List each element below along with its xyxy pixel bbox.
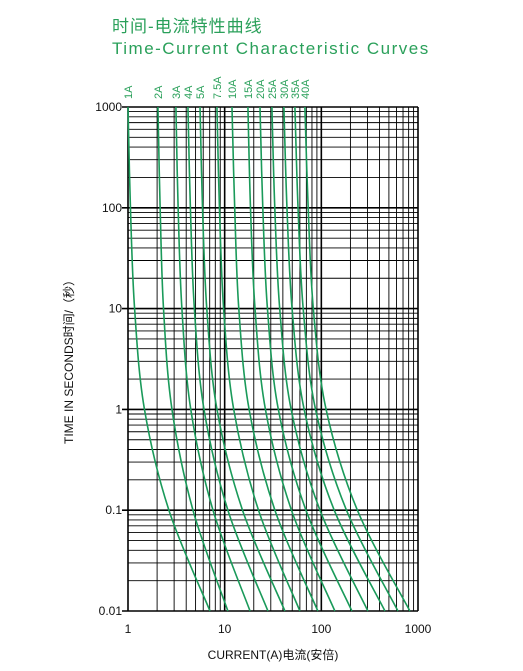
curve xyxy=(216,106,301,612)
curve xyxy=(175,106,251,612)
x-tick-label: 1 xyxy=(125,622,132,636)
legend-label: 4A xyxy=(183,85,195,99)
y-tick-label: 1000 xyxy=(95,100,122,114)
y-tick-label: 10 xyxy=(109,302,123,316)
curve xyxy=(157,106,229,612)
y-tick-label: 1 xyxy=(115,402,122,416)
x-tick-label: 100 xyxy=(311,622,331,636)
curve xyxy=(294,106,399,612)
curve xyxy=(271,106,369,612)
y-tick-label: 0.01 xyxy=(99,604,123,618)
curve xyxy=(247,106,336,612)
legend-label: 40A xyxy=(300,79,312,99)
y-tick-label: 100 xyxy=(102,201,122,215)
legend-label: 5A xyxy=(195,85,207,99)
x-tick-label: 1000 xyxy=(405,622,432,636)
curve xyxy=(304,106,411,612)
legend-label: 10A xyxy=(227,79,239,99)
legend-label: 7.5A xyxy=(212,76,224,99)
legend-label: 2A xyxy=(153,85,165,99)
curve xyxy=(283,106,386,612)
legend-label: 30A xyxy=(279,79,291,99)
y-axis-label: TIME IN SECONDS时间/（秒） xyxy=(62,274,76,444)
chart-subtitle: Time-Current Characteristic Curves xyxy=(112,39,430,58)
legend-label: 35A xyxy=(290,79,302,99)
x-tick-label: 10 xyxy=(218,622,232,636)
chart-title: 时间-电流特性曲线 xyxy=(112,17,263,36)
x-axis-label: CURRENT(A)电流(安倍) xyxy=(208,647,339,662)
legend-label: 25A xyxy=(267,79,279,99)
legend-label: 20A xyxy=(255,79,267,99)
legend-label: 3A xyxy=(171,85,183,99)
curve xyxy=(259,106,353,612)
curve xyxy=(199,106,286,612)
y-tick-label: 0.1 xyxy=(105,503,122,517)
curve xyxy=(187,106,269,612)
curve xyxy=(127,106,211,612)
curve xyxy=(231,106,319,612)
legend-label: 1A xyxy=(123,85,135,99)
legend-label: 15A xyxy=(243,79,255,99)
